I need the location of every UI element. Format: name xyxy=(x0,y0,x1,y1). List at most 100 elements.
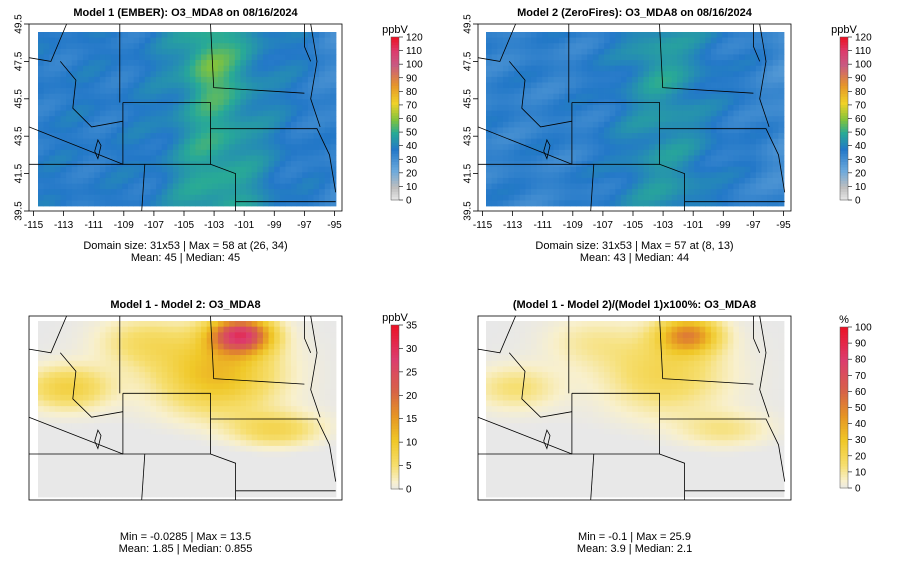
heatmap-cell xyxy=(189,127,196,134)
heatmap-cell xyxy=(705,65,712,72)
heatmap-cell xyxy=(268,37,275,44)
heatmap-cell xyxy=(111,183,118,190)
heatmap-cell xyxy=(739,54,746,61)
heatmap-cell xyxy=(189,366,196,373)
heatmap-cell xyxy=(122,417,129,424)
heatmap-cell xyxy=(94,440,101,447)
heatmap-cell xyxy=(491,48,498,55)
heatmap-cell xyxy=(223,104,230,111)
heatmap-cell xyxy=(677,48,684,55)
heatmap-cell xyxy=(167,451,174,458)
heatmap-cell xyxy=(279,110,286,117)
heatmap-cell xyxy=(43,43,50,50)
heatmap-cell xyxy=(497,149,504,156)
heatmap-cell xyxy=(615,177,622,184)
heatmap-cell xyxy=(167,172,174,179)
heatmap-cell xyxy=(178,383,185,390)
heatmap-cell xyxy=(206,65,213,72)
heatmap-cell xyxy=(654,110,661,117)
heatmap-cell xyxy=(71,406,78,413)
heatmap-cell xyxy=(38,377,45,384)
heatmap-cell xyxy=(217,93,224,100)
heatmap-cell xyxy=(99,389,106,396)
heatmap-cell xyxy=(195,417,202,424)
x-tick-label: -109 xyxy=(114,220,134,231)
heatmap-cell xyxy=(313,116,320,123)
heatmap-cell xyxy=(307,133,314,140)
heatmap-cell xyxy=(491,32,498,39)
heatmap-cell xyxy=(626,93,633,100)
heatmap-cell xyxy=(167,349,174,356)
heatmap-cell xyxy=(268,82,275,89)
heatmap-cell xyxy=(750,110,757,117)
heatmap-cell xyxy=(313,406,320,413)
heatmap-cell xyxy=(519,60,526,67)
heatmap-cell xyxy=(60,349,67,356)
heatmap-cell xyxy=(530,82,537,89)
heatmap-cell xyxy=(722,110,729,117)
heatmap-cell xyxy=(637,177,644,184)
heatmap-cell xyxy=(553,43,560,50)
heatmap-cell xyxy=(491,177,498,184)
heatmap-cell xyxy=(178,394,185,401)
heatmap-cell xyxy=(525,194,532,201)
heatmap-cell xyxy=(274,457,281,464)
heatmap-cell xyxy=(324,332,331,339)
heatmap-cell xyxy=(677,32,684,39)
heatmap-cell xyxy=(251,65,258,72)
state-border-line xyxy=(659,163,685,211)
heatmap-cell xyxy=(94,76,101,83)
heatmap-cell xyxy=(105,172,112,179)
heatmap-cell xyxy=(105,99,112,106)
heatmap-cell xyxy=(156,71,163,78)
heatmap-cell xyxy=(54,372,61,379)
heatmap-cell xyxy=(43,377,50,384)
heatmap-cell xyxy=(564,76,571,83)
heatmap-cell xyxy=(279,338,286,345)
heatmap-cell xyxy=(626,88,633,95)
heatmap-cell xyxy=(82,76,89,83)
heatmap-cell xyxy=(71,54,78,61)
heatmap-cell xyxy=(750,200,757,207)
heatmap-cell xyxy=(699,177,706,184)
heatmap-cell xyxy=(581,54,588,61)
heatmap-cell xyxy=(66,355,73,362)
heatmap-cell xyxy=(268,349,275,356)
heatmap-cell xyxy=(167,377,174,384)
heatmap-cell xyxy=(767,155,774,162)
heatmap-cell xyxy=(116,133,123,140)
heatmap-cell xyxy=(313,451,320,458)
heatmap-cell xyxy=(38,338,45,345)
heatmap-cell xyxy=(296,417,303,424)
heatmap-cell xyxy=(739,110,746,117)
heatmap-cell xyxy=(133,60,140,67)
heatmap-cell xyxy=(296,93,303,100)
heatmap-cell xyxy=(274,172,281,179)
heatmap-cell xyxy=(649,37,656,44)
heatmap-cell xyxy=(626,43,633,50)
heatmap-cell xyxy=(66,321,73,328)
heatmap-cell xyxy=(88,93,95,100)
heatmap-cell xyxy=(486,76,493,83)
legend-swatch xyxy=(391,104,399,109)
heatmap-cell xyxy=(88,389,95,396)
heatmap-cell xyxy=(654,172,661,179)
heatmap-cell xyxy=(654,189,661,196)
heatmap-cell xyxy=(486,65,493,72)
heatmap-cell xyxy=(307,60,314,67)
heatmap-cell xyxy=(660,65,667,72)
heatmap-cell xyxy=(251,177,258,184)
heatmap-cell xyxy=(536,65,543,72)
heatmap-cell xyxy=(268,326,275,333)
heatmap-cell xyxy=(161,172,168,179)
heatmap-cell xyxy=(699,60,706,67)
heatmap-cell xyxy=(54,400,61,407)
heatmap-cell xyxy=(330,116,337,123)
heatmap-cell xyxy=(156,462,163,470)
heatmap-cell xyxy=(94,451,101,458)
heatmap-cell xyxy=(750,99,757,106)
heatmap-cell xyxy=(195,468,202,475)
heatmap-cell xyxy=(620,48,627,55)
heatmap-cell xyxy=(778,166,785,173)
heatmap-cell xyxy=(217,428,224,435)
